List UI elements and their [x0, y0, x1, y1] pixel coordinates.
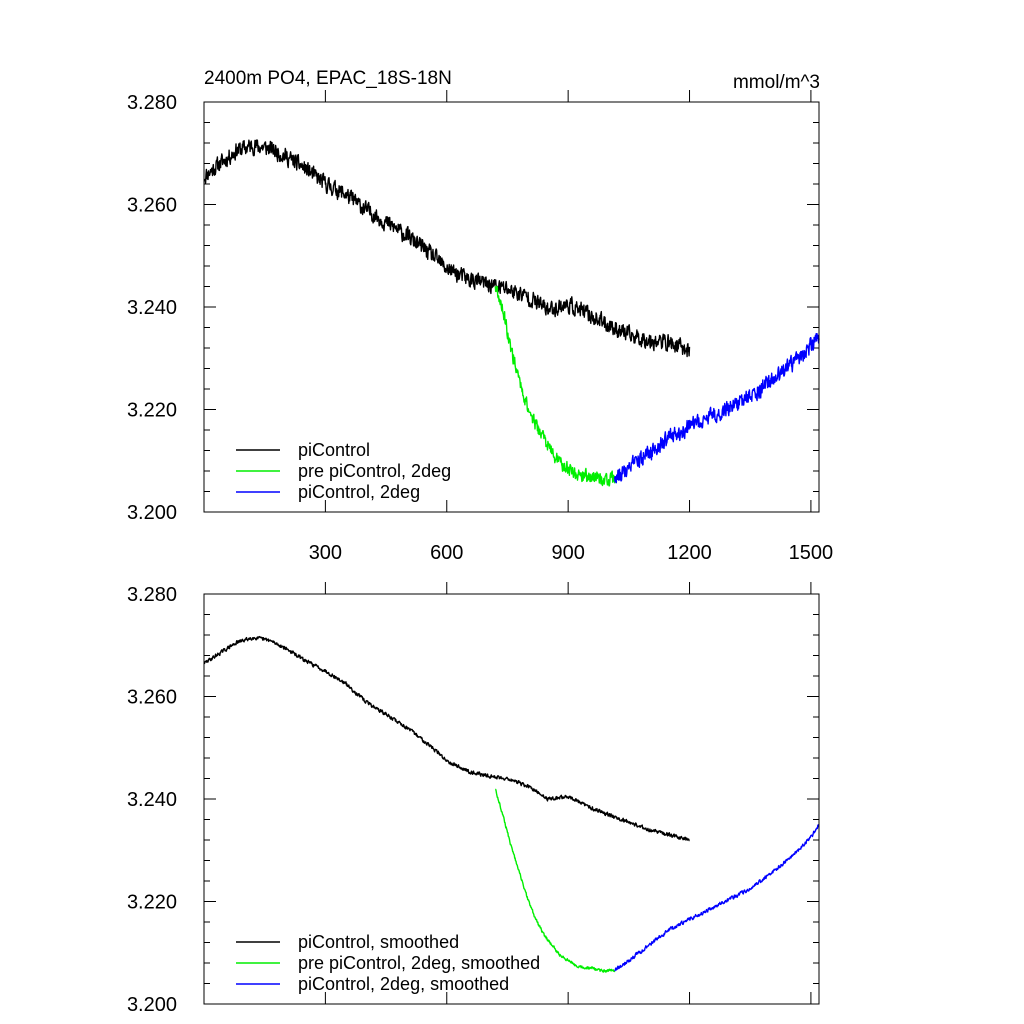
y-tick-label: 3.200	[127, 994, 177, 1016]
bottom-panel-frame	[203, 593, 820, 1005]
top-panel-title: 2400m PO4, EPAC_18S-18N	[204, 68, 452, 89]
x-tick-label: 900	[551, 542, 584, 564]
legend-label: pre piControl, 2deg	[298, 461, 451, 481]
y-tick-label: 3.280	[127, 584, 177, 606]
x-tick-label: 300	[309, 542, 342, 564]
legend-label: piControl, 2deg, smoothed	[298, 974, 509, 994]
bottom-panel: 3.200 3.220 3.240 3.260 3.280 piControl, smo…	[127, 582, 820, 1016]
top-panel-x-tick-labels: 300 600 900 1200 1500	[309, 542, 833, 564]
x-tick-label: 1500	[789, 542, 834, 564]
top-panel-series	[203, 139, 820, 487]
bottom-panel-series	[203, 635, 820, 973]
y-tick-label: 3.220	[127, 400, 177, 422]
legend-label: piControl, 2deg	[298, 482, 420, 502]
y-tick-label: 3.220	[127, 892, 177, 914]
y-tick-label: 3.280	[127, 92, 177, 114]
series-line-3	[614, 333, 820, 484]
y-tick-label: 3.260	[127, 687, 177, 709]
bottom-panel-ticks	[204, 582, 819, 1005]
y-tick-label: 3.240	[127, 297, 177, 319]
x-tick-label: 600	[430, 542, 463, 564]
y-tick-label: 3.260	[127, 195, 177, 217]
series-line-2	[494, 285, 616, 487]
series-line-3	[614, 824, 820, 972]
legend-label: piControl	[298, 440, 370, 460]
series-line-2	[495, 788, 616, 973]
top-panel-frame	[203, 101, 820, 513]
legend-label: pre piControl, 2deg, smoothed	[298, 953, 540, 973]
series-line-1	[203, 635, 690, 842]
series-line-1	[203, 139, 691, 358]
y-tick-label: 3.200	[127, 502, 177, 524]
top-panel-units: mmol/m^3	[733, 72, 820, 93]
bottom-panel-y-tick-labels: 3.200 3.220 3.240 3.260 3.280	[127, 584, 177, 1016]
top-panel-y-tick-labels: 3.200 3.220 3.240 3.260 3.280	[127, 92, 177, 524]
top-panel: 2400m PO4, EPAC_18S-18N mmol/m^3 3.2003.…	[127, 68, 833, 564]
legend-label: piControl, smoothed	[298, 932, 459, 952]
x-tick-label: 1200	[667, 542, 712, 564]
y-tick-label: 3.240	[127, 789, 177, 811]
